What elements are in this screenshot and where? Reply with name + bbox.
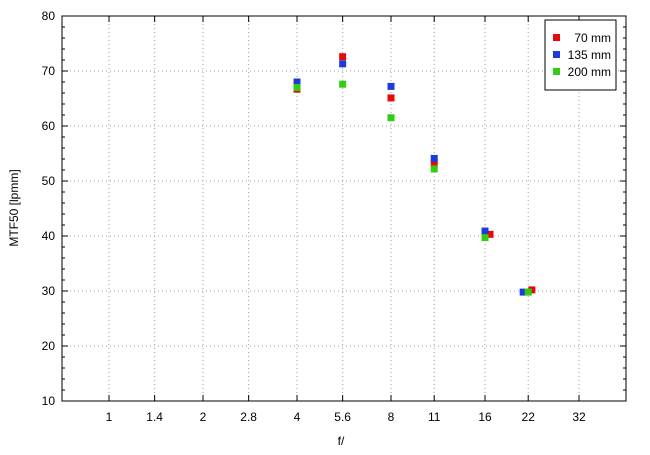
- axis-ticks: 1 1.4 2 2.8 4 5.6 8 11 16 22 32 10 20 30 40 50 60 70 80: [42, 9, 626, 424]
- point-series-3-6: [524, 288, 532, 296]
- legend-swatch-2: [553, 51, 560, 58]
- x-tick-label: 4: [294, 410, 301, 424]
- x-tick-label: 1.4: [146, 410, 163, 424]
- x-tick-label: 1: [106, 410, 113, 424]
- y-axis-label: MTF50 [lpmm]: [7, 169, 21, 246]
- y-tick-label: 20: [42, 339, 56, 353]
- point-series-2-5: [481, 227, 489, 235]
- point-series-2-1: [293, 78, 301, 86]
- x-tick-label: 16: [478, 410, 492, 424]
- legend-swatch-3: [553, 68, 560, 75]
- x-tick-label: 8: [388, 410, 395, 424]
- point-series-2-2: [339, 60, 347, 68]
- data-marks: [293, 53, 536, 296]
- point-series-3-1: [293, 84, 301, 91]
- legend-label-1: 70 mm: [574, 31, 611, 45]
- point-series-3-3: [387, 114, 395, 122]
- y-tick-label: 30: [42, 284, 56, 298]
- y-tick-label: 80: [42, 9, 56, 23]
- legend-label-2: 135 mm: [568, 48, 611, 62]
- point-series-3-4: [430, 165, 438, 173]
- point-series-2-3: [387, 82, 395, 90]
- plot-frame: [61, 15, 627, 402]
- point-series-2-6: [519, 288, 527, 296]
- y-tick-label: 70: [42, 64, 56, 78]
- x-axis-label: f/: [338, 434, 345, 448]
- grid: [62, 16, 626, 401]
- point-series-2-4: [430, 154, 438, 162]
- point-series-1-5: [486, 230, 494, 238]
- legend: 70 mm 135 mm 200 mm: [544, 19, 617, 91]
- legend-swatch-1: [553, 34, 560, 41]
- point-series-1-2: [339, 53, 347, 61]
- y-tick-label: 50: [42, 174, 56, 188]
- x-tick-label: 22: [522, 410, 536, 424]
- y-tick-label: 10: [42, 394, 56, 408]
- point-series-1-3: [387, 94, 395, 102]
- point-series-1-4: [430, 159, 438, 167]
- x-tick-label: 32: [572, 410, 586, 424]
- y-tick-label: 60: [42, 119, 56, 133]
- x-tick-label: 2.8: [240, 410, 257, 424]
- x-tick-label: 5.6: [334, 410, 351, 424]
- point-series-1-6: [528, 286, 536, 294]
- y-tick-label: 40: [42, 229, 56, 243]
- point-series-3-5: [481, 234, 489, 242]
- x-tick-label: 11: [428, 410, 441, 424]
- point-series-3-2: [339, 80, 347, 88]
- x-tick-label: 2: [200, 410, 207, 424]
- legend-label-3: 200 mm: [568, 65, 611, 79]
